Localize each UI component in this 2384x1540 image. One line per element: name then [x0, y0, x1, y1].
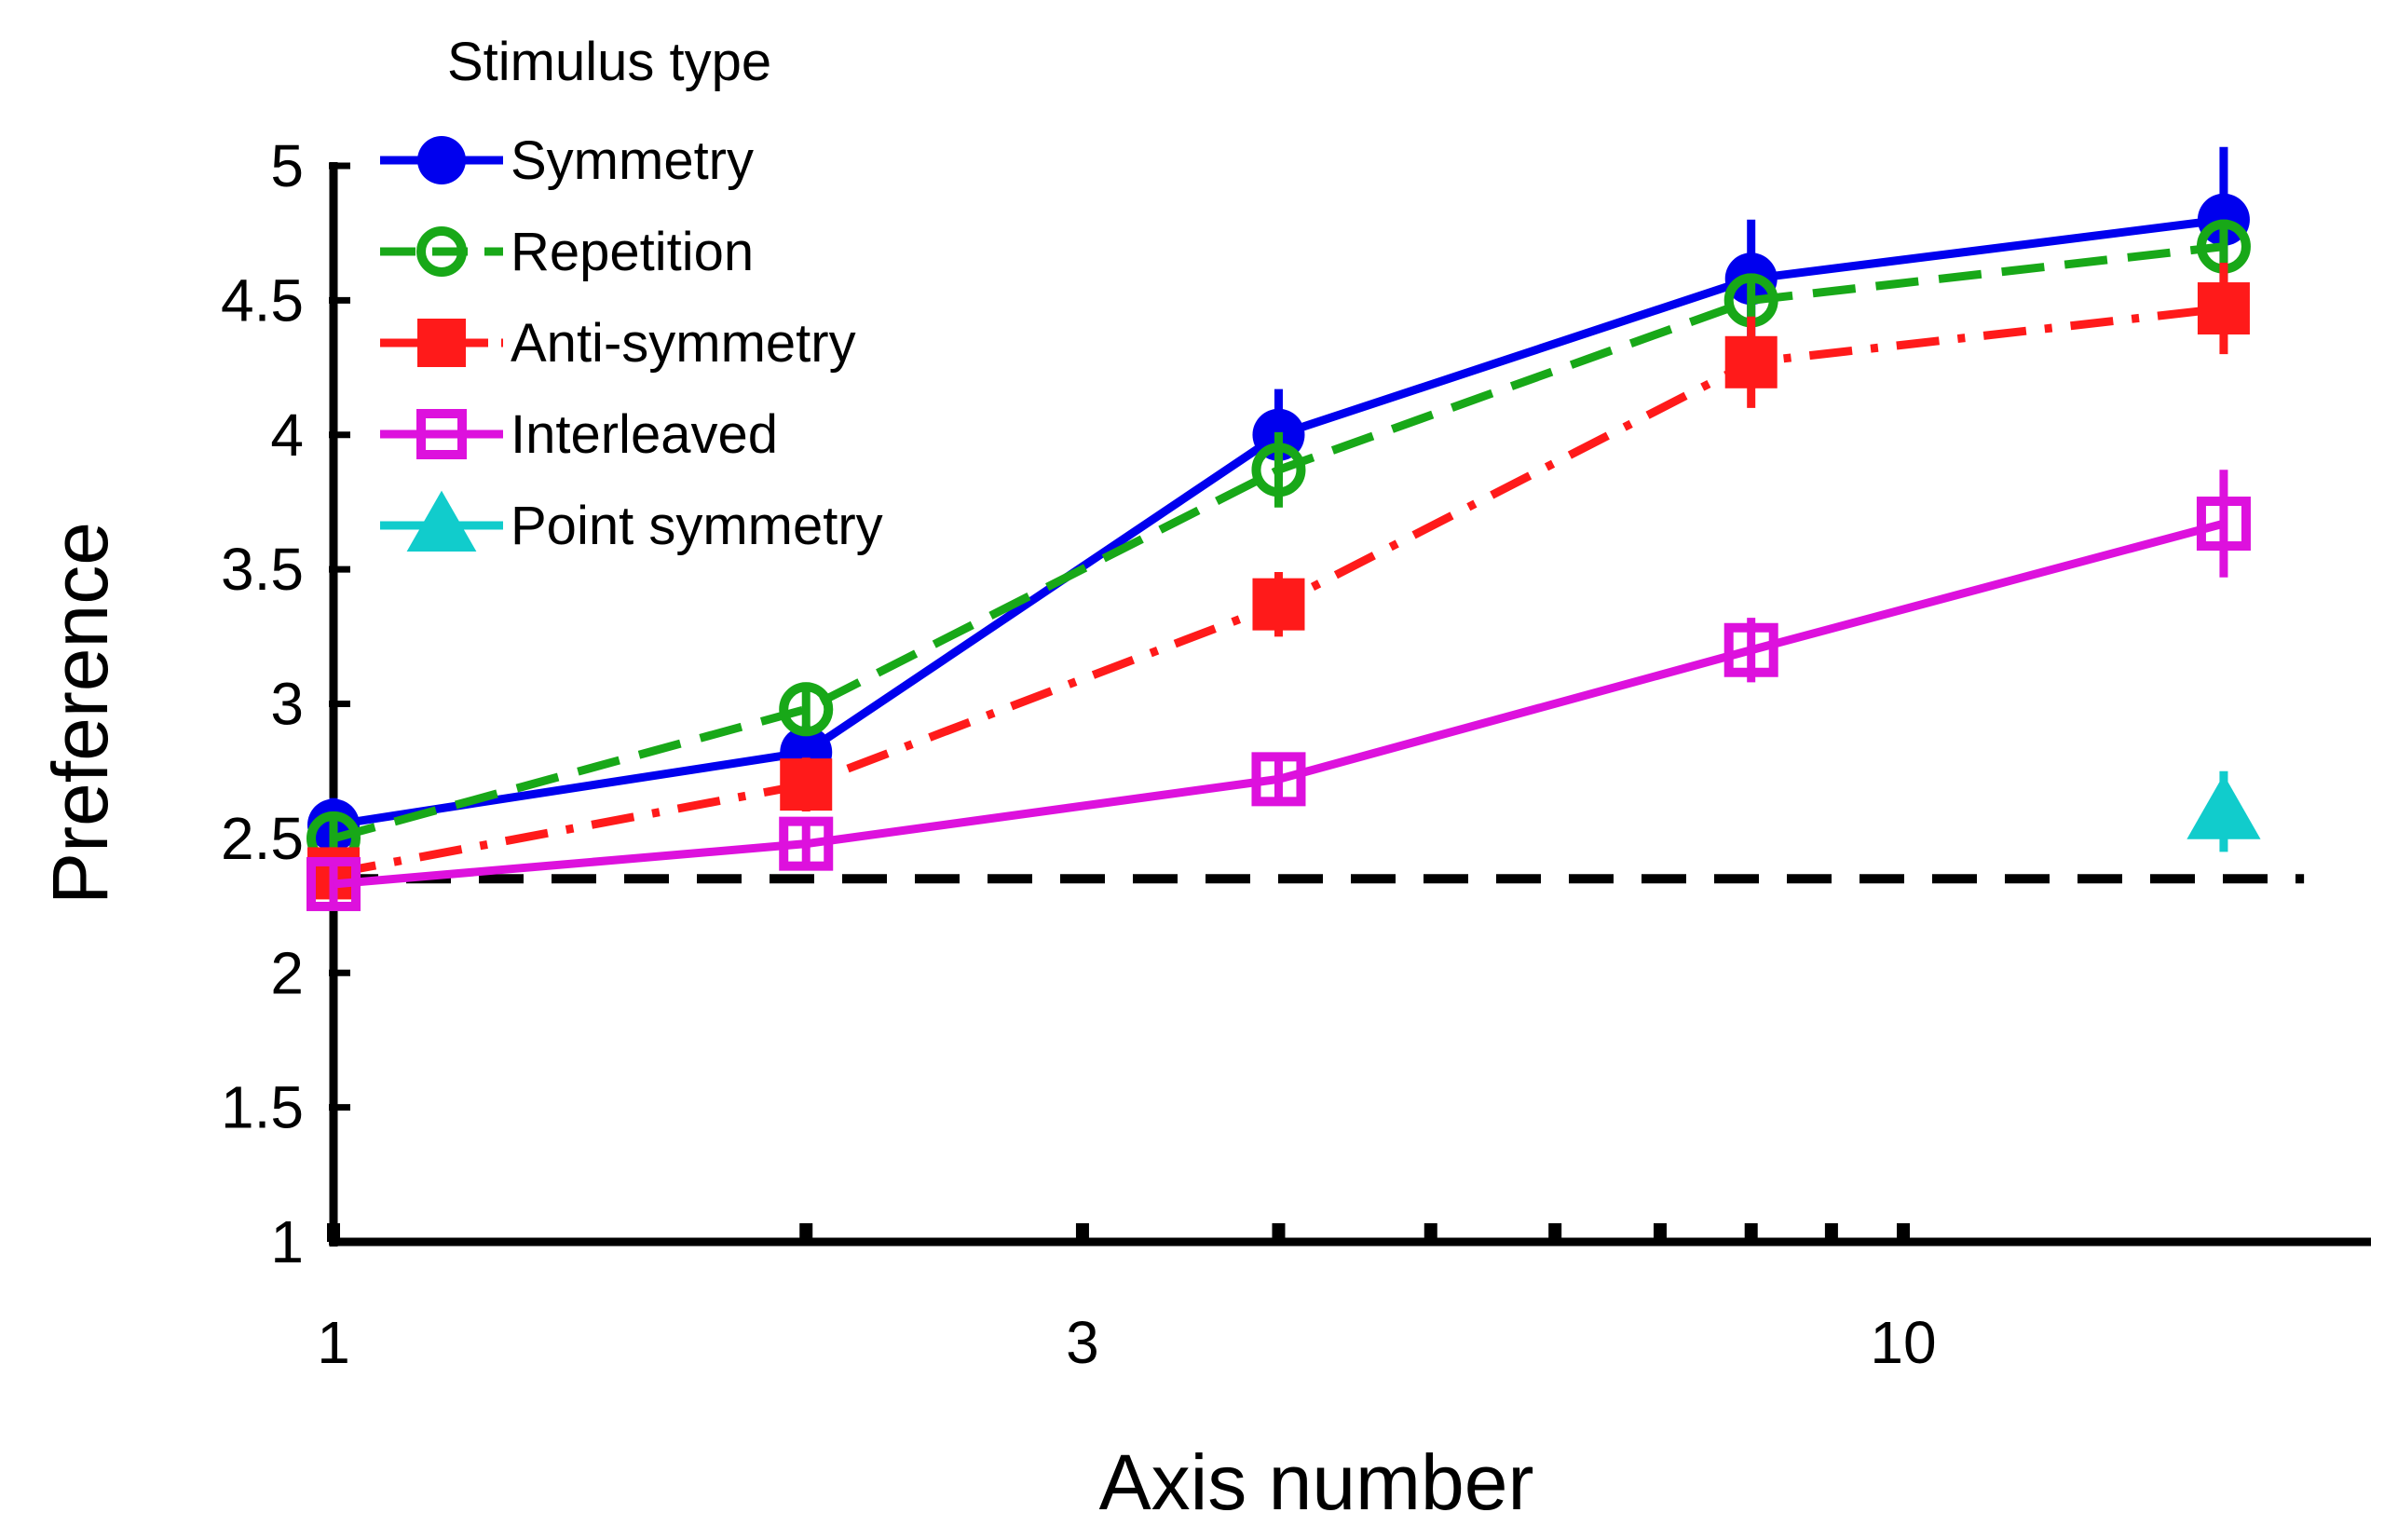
y-tick-label: 4	[270, 402, 304, 469]
legend-swatch-marker	[416, 409, 467, 459]
y-tick-label: 4.5	[221, 266, 304, 334]
data-point	[1251, 443, 1306, 497]
legend-label: Interleaved	[511, 404, 778, 465]
legend-swatch-marker	[406, 490, 477, 552]
y-tick-label: 3.5	[221, 536, 304, 603]
y-axis-title: Preference	[36, 522, 124, 905]
y-tick-label: 5	[270, 132, 304, 199]
legend-swatch-marker	[417, 136, 466, 184]
data-point	[2196, 497, 2251, 552]
legend-title: Stimulus type	[447, 32, 771, 92]
series-point-symmetry	[2186, 770, 2261, 852]
x-tick-label: 3	[1066, 1309, 1099, 1376]
x-tick-label: 1	[317, 1309, 350, 1376]
series-line	[332, 242, 2225, 843]
data-point	[1723, 622, 1778, 677]
data-point	[1724, 335, 1778, 388]
legend-item: Anti-symmetry	[380, 313, 856, 374]
legend-swatch-marker	[417, 319, 466, 367]
data-point	[1251, 752, 1306, 807]
y-tick-label: 3	[270, 671, 304, 738]
data-point	[2197, 282, 2250, 335]
data-point	[779, 682, 834, 737]
y-tick-label: 1.5	[221, 1074, 304, 1141]
legend-label: Anti-symmetry	[511, 313, 856, 374]
x-axis-title: Axis number	[1099, 1438, 1534, 1526]
series-layer	[307, 146, 2261, 911]
legend-item: Point symmetry	[380, 490, 883, 556]
data-point	[779, 816, 834, 871]
legend-item: Symmetry	[380, 130, 754, 191]
series-interleaved	[307, 470, 2251, 911]
x-tick-label: 10	[1870, 1309, 1936, 1376]
legend-swatch-marker	[416, 226, 467, 277]
series-line	[333, 519, 2226, 889]
data-point	[1252, 578, 1305, 631]
y-tick-label: 2.5	[221, 805, 304, 872]
legend-item: Interleaved	[380, 404, 778, 465]
data-point	[780, 758, 833, 811]
legend-label: Point symmetry	[511, 496, 883, 556]
data-point	[307, 856, 361, 911]
legend-label: Repetition	[511, 222, 754, 282]
y-tick-label: 2	[270, 939, 304, 1006]
data-point	[2186, 774, 2261, 839]
y-tick-label: 1	[270, 1208, 304, 1275]
series-anti-symmetry	[307, 262, 2250, 900]
legend: Stimulus type Symmetry Repetition Anti-sym…	[380, 32, 883, 556]
legend-item: Repetition	[380, 222, 754, 282]
axes: 1 1.5 2 2.5 3 3.5 4 4.5 5 1 3 10	[221, 132, 2371, 1376]
legend-label: Symmetry	[511, 130, 754, 191]
